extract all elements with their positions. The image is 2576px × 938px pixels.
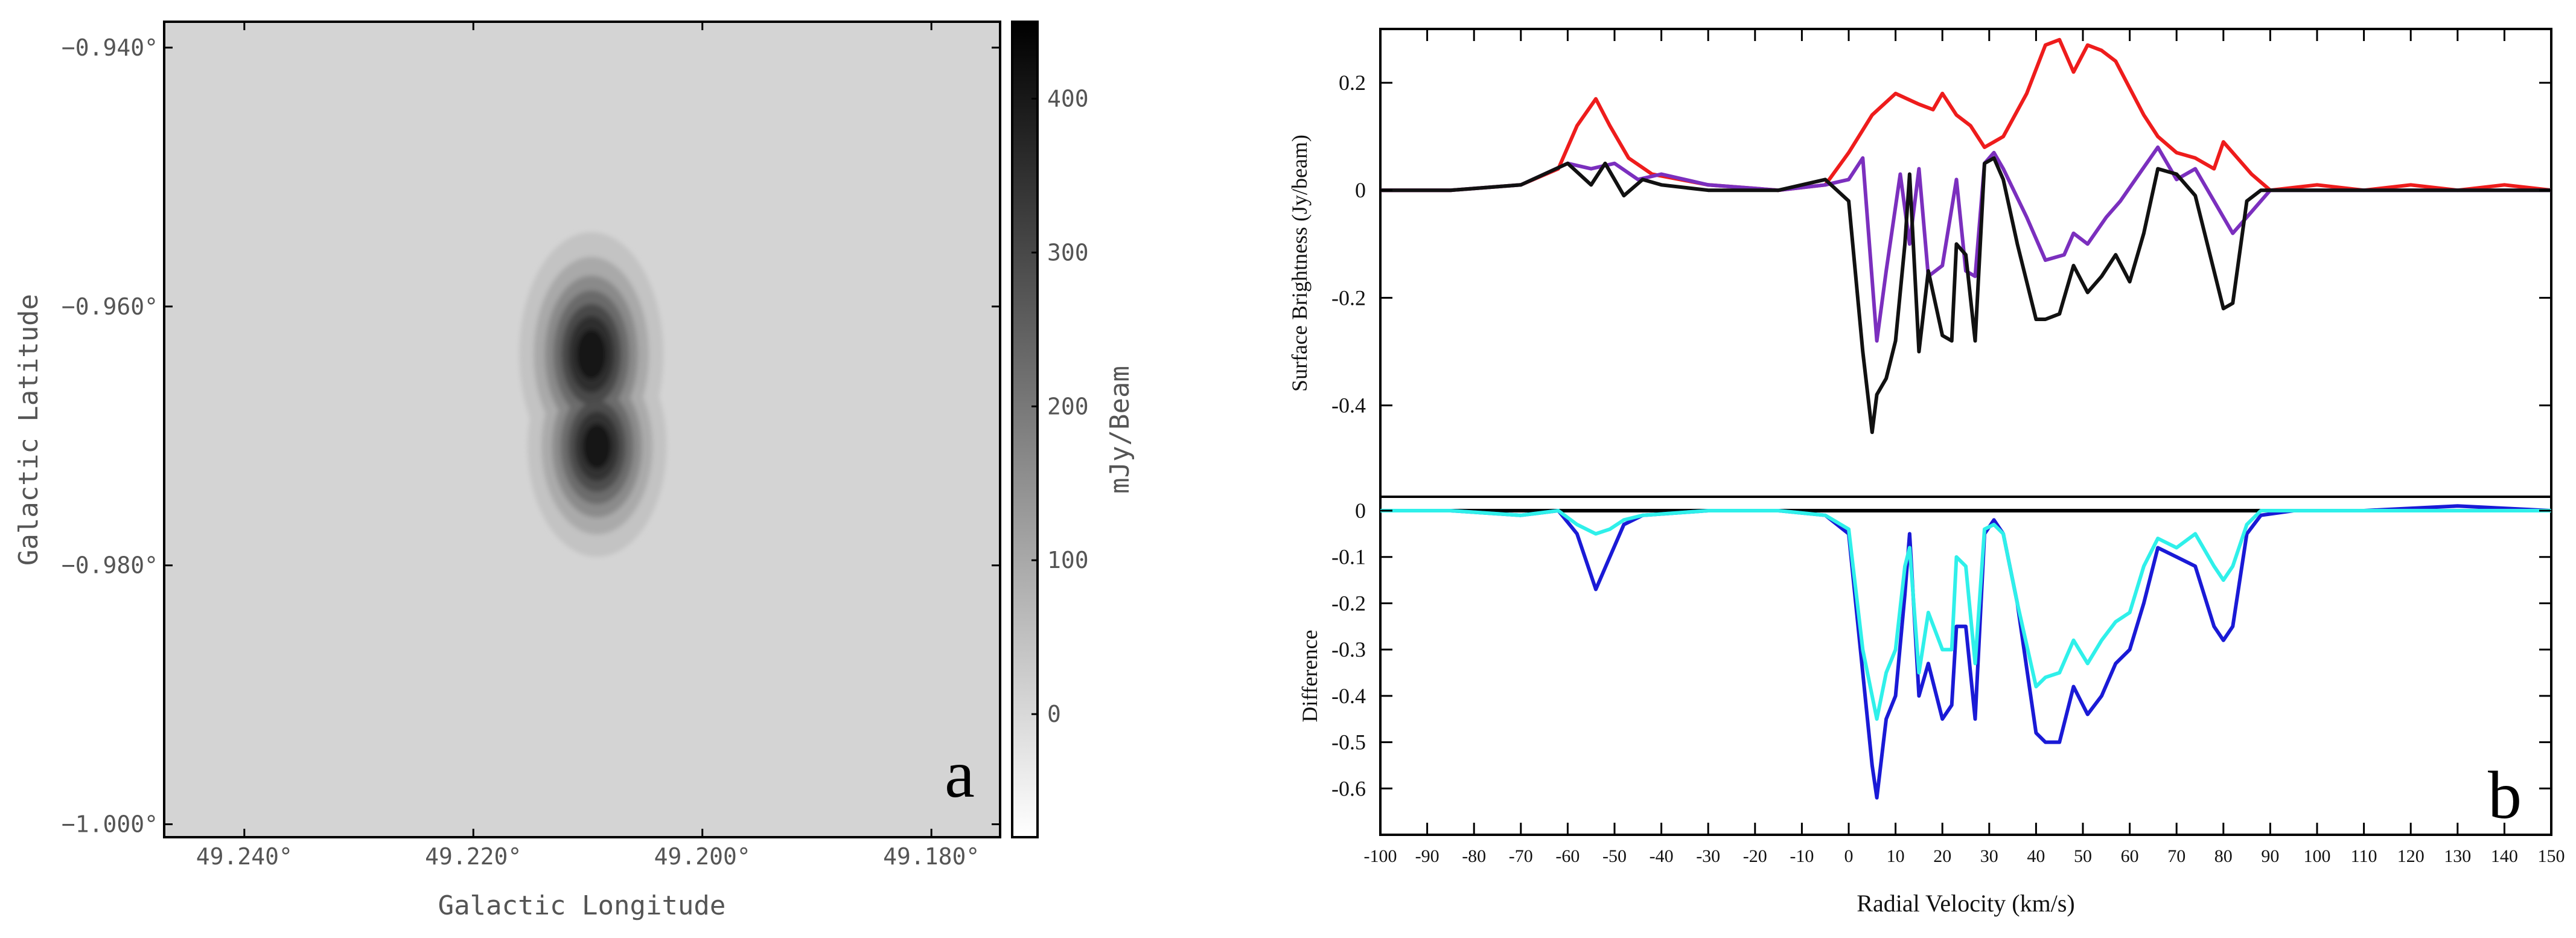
difference-tick-label: -0.3	[1331, 637, 1366, 662]
velocity-tick-label: 60	[2121, 846, 2139, 866]
map-frame	[163, 21, 1001, 838]
velocity-tick-label: 10	[1887, 846, 1905, 866]
map-x-tick-label: 49.200°	[654, 843, 751, 870]
surface-brightness-axis: 0.2 0 -0.2 -0.4	[1331, 71, 2551, 418]
colorbar-tick-label: 400	[1047, 85, 1089, 112]
surface-brightness-axis-label: Surface Brightness (Jy/beam)	[1287, 135, 1312, 392]
difference-tick-label: -0.2	[1331, 591, 1366, 615]
colorbar-gradient	[1011, 21, 1039, 838]
velocity-tick-label: -30	[1696, 846, 1720, 866]
velocity-tick-label: 50	[2074, 846, 2092, 866]
colorbar-tick-label: 200	[1047, 393, 1089, 420]
velocity-tick-label: -10	[1790, 846, 1814, 866]
difference-tick-label: -0.4	[1331, 684, 1366, 708]
map-y-tick-label: −1.000°	[62, 811, 158, 838]
velocity-tick-label: 90	[2261, 846, 2279, 866]
velocity-tick-label: -100	[1364, 846, 1397, 866]
map-x-tick-label: 49.240°	[196, 843, 293, 870]
panel-b: -100 -90 -80 -70 -60 -50 -40 -30 -20 -10 0 10 20 30 40…	[1287, 28, 2565, 917]
surface-brightness-series	[1380, 37, 2551, 435]
map-x-axis: 49.240° 49.220° 49.200° 49.180°	[196, 22, 980, 870]
velocity-tick-label: -40	[1650, 846, 1674, 866]
map-y-tick-label: −0.980°	[62, 552, 158, 579]
difference-cyan-line	[1380, 509, 2551, 721]
map-y-axis-label: Galactic Latitude	[13, 294, 44, 566]
velocity-tick-label: 40	[2027, 846, 2045, 866]
velocity-tick-label: 140	[2491, 846, 2518, 866]
colorbar-tick-label: 300	[1047, 239, 1089, 266]
colorbar-ticks: 0 100 200 300 400	[1031, 85, 1089, 727]
brightness-black-line	[1380, 156, 2551, 435]
difference-tick-label: -0.1	[1331, 545, 1366, 569]
velocity-tick-label: -80	[1462, 846, 1486, 866]
plot-b-frame	[1379, 28, 2552, 836]
colorbar-tick-label: 0	[1047, 701, 1061, 727]
velocity-tick-label: -90	[1415, 846, 1439, 866]
brightness-tick-label: 0	[1355, 178, 1366, 202]
velocity-axis: -100 -90 -80 -70 -60 -50 -40 -30 -20 -10 0 10 20 30 40…	[1364, 29, 2565, 866]
velocity-tick-label: -60	[1555, 846, 1580, 866]
brightness-purple-line	[1380, 145, 2551, 343]
difference-axis: 0 -0.1 -0.2 -0.3 -0.4 -0.5 -0.6	[1331, 499, 2551, 800]
map-x-tick-label: 49.220°	[425, 843, 521, 870]
brightness-red-line	[1380, 37, 2551, 193]
difference-tick-label: 0	[1355, 499, 1366, 523]
source-2-level-7	[582, 423, 611, 469]
source-1-level-7	[576, 329, 607, 380]
velocity-tick-label: -20	[1743, 846, 1767, 866]
difference-series	[1380, 504, 2551, 800]
colorbar-label: mJy/Beam	[1105, 366, 1135, 494]
map-x-axis-label: Galactic Longitude	[438, 890, 726, 921]
velocity-tick-label: 80	[2214, 846, 2233, 866]
velocity-tick-label: -50	[1602, 846, 1627, 866]
difference-blue-line	[1380, 504, 2551, 800]
brightness-tick-label: 0.2	[1339, 71, 1366, 95]
map-y-tick-label: −0.940°	[62, 34, 158, 61]
brightness-tick-label: -0.2	[1331, 286, 1366, 310]
map-y-axis: −0.940° −0.960° −0.980° −1.000°	[62, 34, 1000, 838]
velocity-tick-label: 20	[1933, 846, 1951, 866]
velocity-tick-label: 150	[2538, 846, 2565, 866]
velocity-tick-label: 0	[1844, 846, 1854, 866]
colorbar: 0 100 200 300 400 mJy/Beam	[1011, 21, 1135, 838]
velocity-axis-label: Radial Velocity (km/s)	[1857, 890, 2074, 917]
velocity-tick-label: 70	[2167, 846, 2185, 866]
map-y-tick-label: −0.960°	[62, 293, 158, 320]
difference-axis-label: Difference	[1298, 630, 1322, 722]
panel-b-label: b	[2488, 758, 2522, 833]
velocity-tick-label: 110	[2351, 846, 2377, 866]
velocity-tick-label: 120	[2397, 846, 2425, 866]
brightness-tick-label: -0.4	[1331, 394, 1366, 418]
map-x-tick-label: 49.180°	[883, 843, 980, 870]
colorbar-tick-label: 100	[1047, 547, 1089, 573]
panel-a-label: a	[945, 737, 975, 812]
difference-tick-label: -0.5	[1331, 730, 1366, 755]
velocity-tick-label: 100	[2304, 846, 2331, 866]
panel-a: 49.240° 49.220° 49.200° 49.180° −0.940°−0.9…	[13, 21, 1135, 921]
velocity-tick-label: 130	[2444, 846, 2471, 866]
map-sources	[519, 232, 667, 557]
velocity-tick-label: -70	[1509, 846, 1533, 866]
velocity-tick-label: 30	[1980, 846, 1998, 866]
difference-tick-label: -0.6	[1331, 776, 1366, 800]
